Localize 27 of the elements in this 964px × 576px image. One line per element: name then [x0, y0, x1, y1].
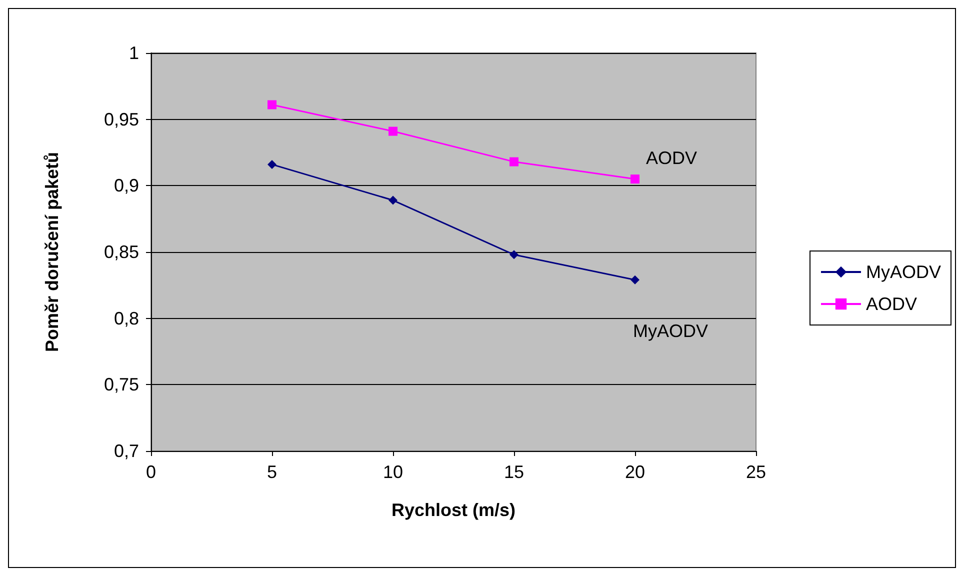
- y-tick-label: 0,85: [104, 242, 139, 262]
- annotation: MyAODV: [633, 321, 708, 341]
- point: [268, 100, 276, 110]
- legend-label: MyAODV: [866, 262, 942, 282]
- point: [510, 157, 518, 166]
- x-tick-label: 0: [146, 462, 156, 482]
- x-axis-title: Rychlost (m/s): [391, 500, 516, 520]
- y-tick-label: 0,75: [104, 374, 139, 395]
- y-tick-label: 1: [128, 43, 139, 63]
- y-tick-label: 0,95: [104, 109, 139, 130]
- point: [630, 174, 640, 184]
- annotation: AODV: [646, 148, 698, 168]
- x-tick-label: 10: [382, 462, 404, 482]
- x-tick-label: 5: [266, 462, 278, 482]
- x-tick-label: 25: [746, 462, 766, 482]
- x-tick-label: 15: [504, 462, 524, 482]
- x-tick-label: 20: [624, 462, 646, 482]
- y-axis-title: Poměr doručení paketů: [42, 152, 62, 352]
- y-tick-label: 0,7: [114, 441, 139, 461]
- point: [388, 126, 398, 136]
- y-tick-label: 0,9: [114, 176, 139, 196]
- point: [630, 275, 640, 284]
- point: [510, 250, 518, 260]
- legend-label: AODV: [866, 294, 918, 314]
- point: [388, 196, 398, 205]
- point: [268, 160, 276, 169]
- y-tick-label: 0,8: [114, 308, 139, 328]
